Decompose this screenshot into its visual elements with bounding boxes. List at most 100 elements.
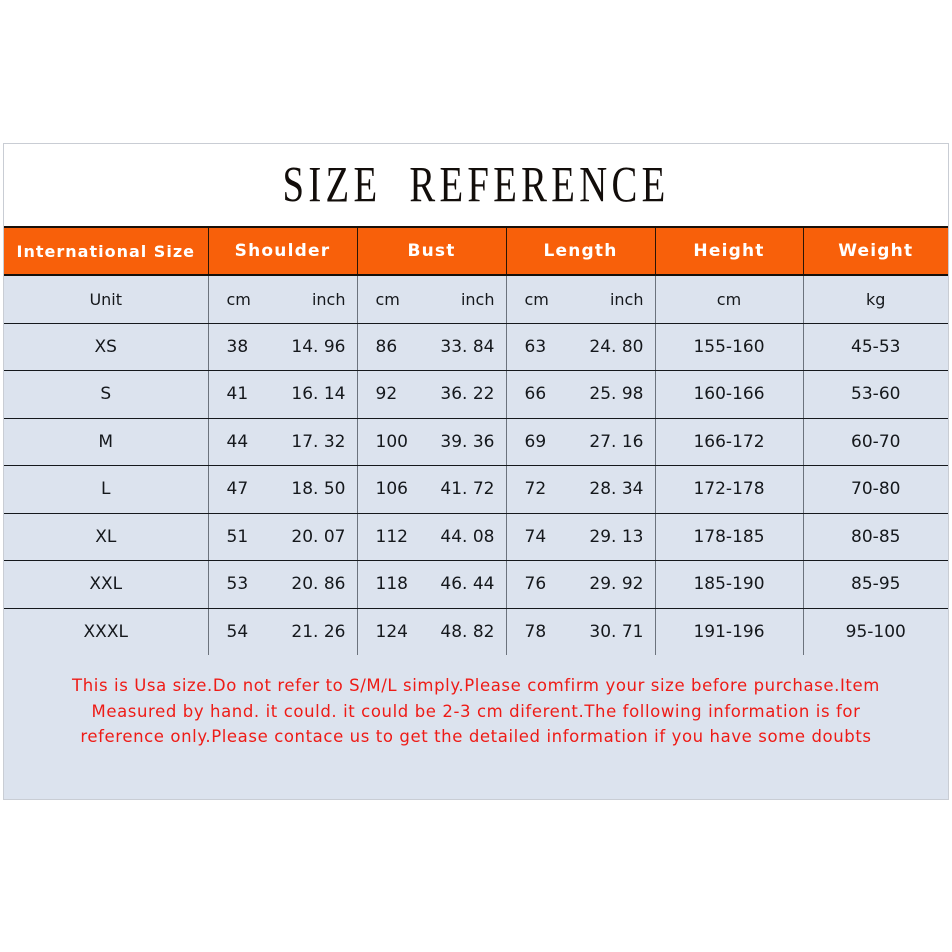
table-row-unit: Unit cm inch cm inch cm inch — [4, 275, 948, 324]
row-bust: 118 46. 44 — [357, 560, 507, 609]
row-bust-cm: 106 — [375, 479, 408, 500]
unit-height: cm — [655, 275, 804, 324]
row-height: 172-178 — [655, 465, 804, 514]
row-length: 72 28. 34 — [506, 465, 656, 514]
row-length-inch: 24. 80 — [589, 336, 644, 357]
row-shoulder: 44 17. 32 — [208, 418, 358, 466]
row-bust: 100 39. 36 — [357, 418, 507, 466]
disclaimer-note: This is Usa size.Do not refer to S/M/L s… — [4, 655, 948, 750]
row-shoulder-cm: 54 — [226, 621, 249, 642]
row-size-label: L — [4, 465, 209, 514]
row-bust-cm: 92 — [375, 384, 398, 405]
row-bust: 112 44. 08 — [357, 513, 507, 561]
row-length-cm: 72 — [524, 479, 547, 500]
row-height: 155-160 — [655, 323, 804, 371]
row-bust-cm: 124 — [375, 621, 408, 642]
unit-length-cm: cm — [524, 289, 549, 309]
row-bust-cm: 100 — [375, 431, 408, 452]
row-shoulder-inch: 14. 96 — [291, 336, 346, 357]
row-length-inch: 28. 34 — [589, 479, 644, 500]
unit-shoulder-cm: cm — [226, 289, 251, 309]
unit-weight: kg — [803, 275, 948, 324]
column-header-bust: Bust — [357, 228, 507, 276]
table-row: XS 38 14. 96 86 33. 84 63 24. 80 155-160 45-53 — [4, 323, 948, 371]
row-length: 69 27. 16 — [506, 418, 656, 466]
row-shoulder-cm: 44 — [226, 431, 249, 452]
unit-bust-cm: cm — [375, 289, 400, 309]
size-reference-table: International Size Shoulder Bust Length … — [4, 228, 948, 655]
row-weight: 53-60 — [803, 370, 948, 419]
column-header-weight: Weight — [803, 228, 948, 276]
row-length: 63 24. 80 — [506, 323, 656, 371]
unit-label: Unit — [4, 275, 209, 324]
table-row: M 44 17. 32 100 39. 36 69 27. 16 166-172 60-70 — [4, 418, 948, 466]
row-length-inch: 29. 92 — [589, 574, 644, 595]
row-shoulder-inch: 20. 86 — [291, 574, 346, 595]
row-shoulder-inch: 17. 32 — [291, 431, 346, 452]
row-size-label: XXL — [4, 560, 209, 609]
row-shoulder-cm: 51 — [226, 526, 249, 547]
row-bust-inch: 33. 84 — [440, 336, 495, 357]
row-length: 78 30. 71 — [506, 608, 656, 655]
row-length-cm: 63 — [524, 336, 547, 357]
row-shoulder-cm: 38 — [226, 336, 249, 357]
row-shoulder: 53 20. 86 — [208, 560, 358, 609]
row-length: 74 29. 13 — [506, 513, 656, 561]
row-length-inch: 25. 98 — [589, 384, 644, 405]
column-header-length: Length — [506, 228, 656, 276]
unit-length: cm inch — [506, 275, 656, 324]
column-header-shoulder: Shoulder — [208, 228, 358, 276]
row-bust-inch: 41. 72 — [440, 479, 495, 500]
row-height: 185-190 — [655, 560, 804, 609]
row-weight: 60-70 — [803, 418, 948, 466]
row-shoulder: 41 16. 14 — [208, 370, 358, 419]
table-row: XXL 53 20. 86 118 46. 44 76 29. 92 185-190 85-95 — [4, 560, 948, 609]
row-bust-inch: 44. 08 — [440, 526, 495, 547]
row-length-cm: 76 — [524, 574, 547, 595]
unit-shoulder-inch: inch — [311, 289, 346, 309]
row-weight: 70-80 — [803, 465, 948, 514]
row-bust: 92 36. 22 — [357, 370, 507, 419]
row-length-inch: 29. 13 — [589, 526, 644, 547]
row-bust-inch: 46. 44 — [440, 574, 495, 595]
unit-length-inch: inch — [609, 289, 644, 309]
title-band: SIZE REFERENCE — [4, 144, 948, 228]
row-bust: 106 41. 72 — [357, 465, 507, 514]
row-length-cm: 66 — [524, 384, 547, 405]
row-bust-inch: 36. 22 — [440, 384, 495, 405]
row-shoulder-inch: 16. 14 — [291, 384, 346, 405]
column-header-height: Height — [655, 228, 804, 276]
row-weight: 85-95 — [803, 560, 948, 609]
note-line-3: reference only.Please contace us to get … — [80, 727, 872, 746]
row-size-label: S — [4, 370, 209, 419]
row-length: 66 25. 98 — [506, 370, 656, 419]
unit-shoulder: cm inch — [208, 275, 358, 324]
row-length: 76 29. 92 — [506, 560, 656, 609]
row-shoulder: 38 14. 96 — [208, 323, 358, 371]
row-shoulder-inch: 21. 26 — [291, 621, 346, 642]
row-height: 191-196 — [655, 608, 804, 655]
row-length-cm: 78 — [524, 621, 547, 642]
row-size-label: XXXL — [4, 608, 209, 655]
row-bust-inch: 39. 36 — [440, 431, 495, 452]
row-length-cm: 74 — [524, 526, 547, 547]
row-size-label: XL — [4, 513, 209, 561]
row-bust-cm: 86 — [375, 336, 398, 357]
row-bust: 86 33. 84 — [357, 323, 507, 371]
row-shoulder-cm: 41 — [226, 384, 249, 405]
row-bust-cm: 118 — [375, 574, 408, 595]
note-line-2: Measured by hand. it could. it could be … — [91, 701, 861, 721]
column-header-international-size: International Size — [4, 228, 209, 276]
row-height: 178-185 — [655, 513, 804, 561]
row-shoulder: 54 21. 26 — [208, 608, 358, 655]
row-height: 160-166 — [655, 370, 804, 419]
row-weight: 80-85 — [803, 513, 948, 561]
table-row: XL 51 20. 07 112 44. 08 74 29. 13 178-185 80-85 — [4, 513, 948, 561]
row-shoulder-inch: 18. 50 — [291, 479, 346, 500]
row-length-inch: 27. 16 — [589, 431, 644, 452]
row-size-label: XS — [4, 323, 209, 371]
row-length-inch: 30. 71 — [589, 621, 644, 642]
table-row: L 47 18. 50 106 41. 72 72 28. 34 172-178 70-80 — [4, 465, 948, 514]
row-bust-cm: 112 — [375, 526, 408, 547]
